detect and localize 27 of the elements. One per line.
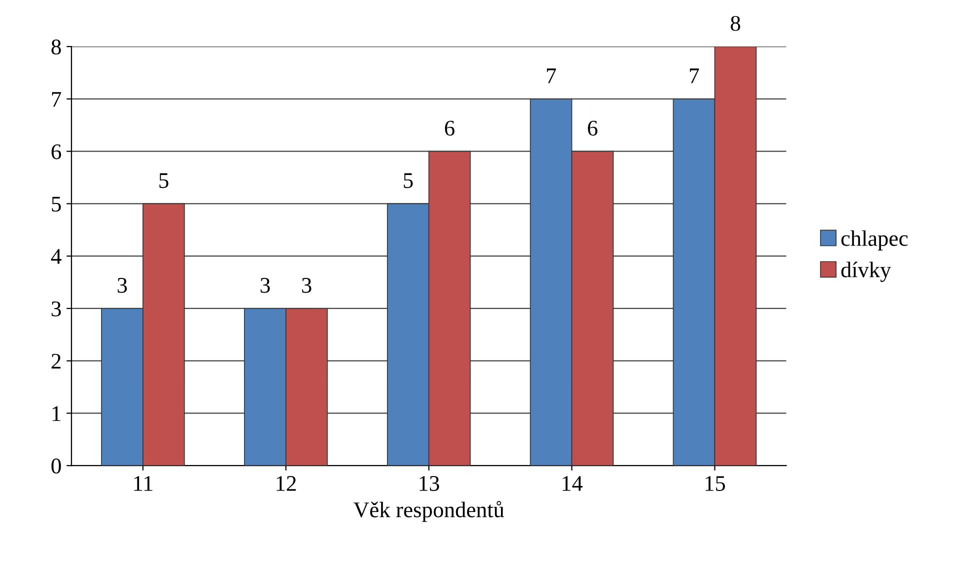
data-label: 3 (118, 278, 127, 293)
data-label: 7 (546, 68, 556, 84)
x-tick-label: 14 (562, 476, 583, 491)
data-label: 6 (588, 120, 598, 136)
x-tick-label: 15 (706, 476, 725, 491)
y-tick-label: 2 (52, 354, 61, 369)
data-label: 3 (302, 278, 312, 293)
y-tick-label: 1 (52, 406, 60, 421)
data-label: 8 (730, 16, 740, 31)
data-label: 7 (690, 68, 699, 84)
y-tick-label: 0 (51, 458, 61, 474)
y-tick-label: 7 (52, 92, 62, 107)
legend-label: dívky (841, 262, 892, 282)
y-tick-label: 3 (52, 301, 61, 316)
data-label: 5 (159, 173, 168, 188)
data-label: 6 (444, 120, 454, 136)
x-axis-title: Věk respondentů (354, 501, 504, 522)
legend-label: chlapec (841, 230, 908, 250)
y-tick-label: 6 (52, 144, 62, 160)
data-label: 3 (260, 278, 270, 293)
y-tick-label: 4 (51, 249, 62, 264)
y-tick-label: 8 (51, 39, 61, 54)
y-tick-label: 5 (52, 196, 61, 212)
x-tick-label: 11 (134, 476, 152, 491)
data-label: 5 (404, 173, 413, 188)
x-tick-label: 12 (276, 476, 296, 491)
x-tick-label: 13 (420, 476, 440, 491)
